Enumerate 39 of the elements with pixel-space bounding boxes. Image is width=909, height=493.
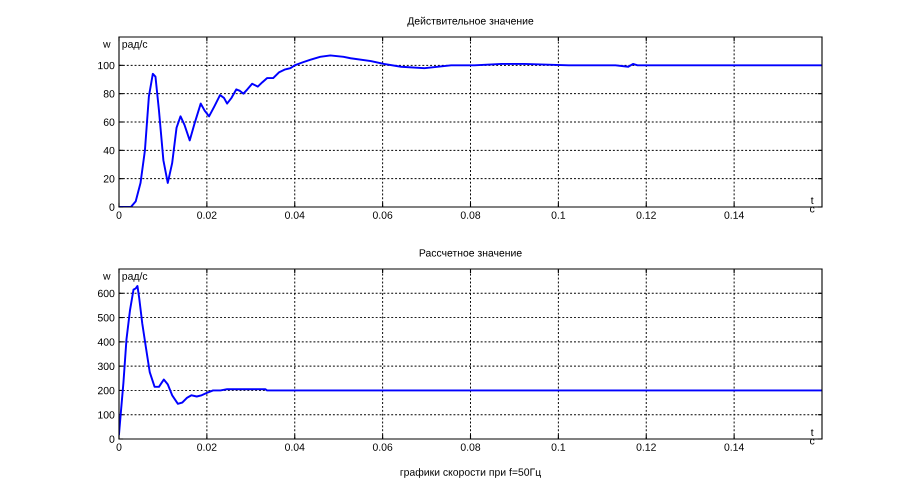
y-tick-label: 200 — [98, 386, 114, 394]
y-tick-label: 300 — [98, 362, 114, 370]
x-tick-label: 0.02 — [197, 443, 216, 451]
x-tick-label: 0.08 — [460, 443, 480, 451]
x-tick-label: 0 — [116, 443, 122, 451]
chart-title: Рассчетное значение — [420, 249, 522, 257]
line-series — [119, 285, 822, 436]
annotation: рад/с — [122, 272, 148, 282]
x-tick-label: 0.06 — [372, 443, 392, 451]
y-axis-title: w — [103, 42, 111, 48]
y-tick-label: 600 — [98, 290, 114, 298]
y-tick-label: 100 — [98, 62, 114, 70]
x-tick-label: 0 — [116, 211, 122, 219]
y-tick-label: 40 — [103, 146, 114, 154]
x-axis-title: t — [810, 197, 814, 204]
x-tick-label: 0.14 — [724, 443, 744, 451]
text: графики скорости при f=50Гц — [400, 468, 541, 478]
x-tick-label: 0.04 — [285, 443, 305, 451]
y-tick-label: 400 — [98, 338, 114, 346]
y-tick-label: 20 — [104, 175, 114, 183]
x-tick-label: 0.08 — [460, 211, 480, 219]
x-tick-label: 0.1 — [552, 443, 566, 451]
y-tick-label: 80 — [104, 90, 114, 98]
x-tick-label: 0.14 — [724, 211, 744, 219]
y-tick-label: 0 — [109, 436, 114, 443]
chart-title: Действительное значение — [407, 16, 534, 27]
y-tick-label: 60 — [104, 118, 114, 126]
x-tick-label: 0.04 — [285, 211, 305, 219]
x-axis-title: t — [810, 429, 814, 436]
annotation: рад/с — [122, 40, 148, 50]
y-tick-label: 100 — [98, 411, 114, 419]
x-tick-label: 0.06 — [372, 211, 392, 219]
x-tick-label: 0.02 — [197, 211, 216, 219]
x-tick-label: 0.12 — [636, 443, 656, 451]
y-axis-title: w — [103, 274, 111, 280]
y-tick-label: 0 — [109, 204, 114, 211]
x-tick-label: 0.12 — [636, 211, 656, 219]
y-tick-label: 500 — [98, 314, 114, 322]
x-tick-label: 0.1 — [552, 211, 566, 219]
